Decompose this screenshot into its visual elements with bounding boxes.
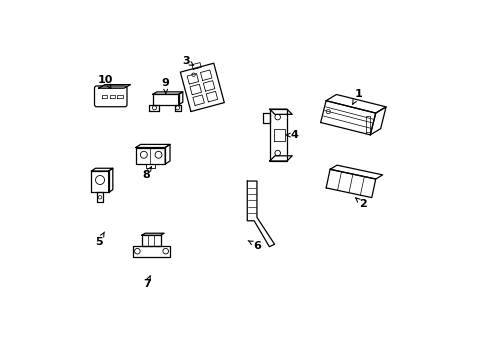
Text: 7: 7 xyxy=(143,276,151,289)
Text: 6: 6 xyxy=(247,240,261,251)
Text: 9: 9 xyxy=(162,78,169,94)
Text: 3: 3 xyxy=(182,56,193,66)
Text: 2: 2 xyxy=(355,198,366,209)
Text: 10: 10 xyxy=(98,75,113,89)
Text: 1: 1 xyxy=(352,89,362,104)
Text: 5: 5 xyxy=(95,232,104,247)
Text: 8: 8 xyxy=(142,167,151,180)
Text: 4: 4 xyxy=(286,130,298,140)
